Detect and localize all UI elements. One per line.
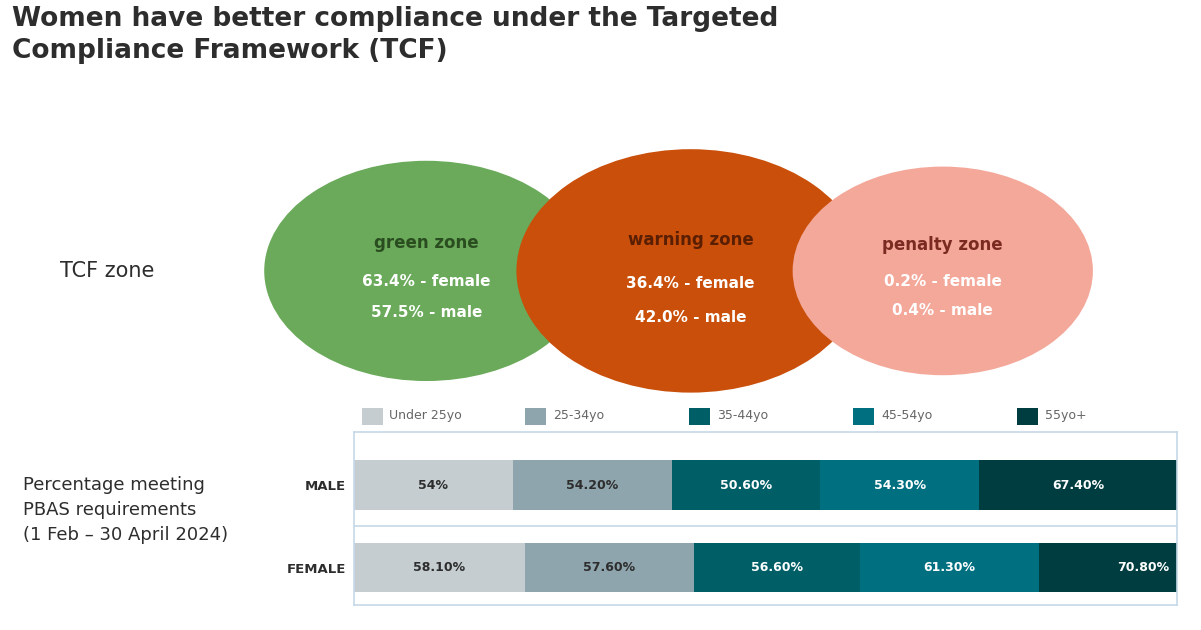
Text: Under 25yo: Under 25yo [389,410,462,422]
Text: 25-34yo: 25-34yo [554,410,604,422]
FancyBboxPatch shape [853,408,874,425]
Text: 35-44yo: 35-44yo [717,410,769,422]
Text: 45-54yo: 45-54yo [882,410,932,422]
FancyBboxPatch shape [1017,408,1039,425]
Ellipse shape [793,166,1093,375]
Text: 0.4% - male: 0.4% - male [892,303,993,318]
Text: 54.30%: 54.30% [873,479,926,491]
Text: Women have better compliance under the Targeted
Compliance Framework (TCF): Women have better compliance under the T… [12,6,778,64]
Bar [820,461,979,510]
Bar [860,543,1039,592]
Text: 58.10%: 58.10% [413,561,466,574]
Bar [979,461,1177,510]
Text: warning zone: warning zone [628,231,753,249]
Bar [354,543,525,592]
Text: 67.40%: 67.40% [1052,479,1104,491]
Bar [525,543,694,592]
Text: 56.60%: 56.60% [751,561,802,574]
Text: 36.4% - female: 36.4% - female [627,275,754,290]
FancyBboxPatch shape [526,408,546,425]
Text: 50.60%: 50.60% [719,479,772,491]
Text: 55yo+: 55yo+ [1045,410,1087,422]
Bar [513,461,671,510]
Text: 61.30%: 61.30% [924,561,975,574]
Text: 42.0% - male: 42.0% - male [635,310,746,324]
Bar [1039,543,1201,592]
Ellipse shape [264,161,588,381]
Bar [694,543,860,592]
Ellipse shape [516,149,865,392]
Text: 70.80%: 70.80% [1117,561,1170,574]
FancyBboxPatch shape [689,408,711,425]
Text: 63.4% - female: 63.4% - female [363,275,490,289]
Text: TCF zone: TCF zone [60,261,155,281]
Text: 54.20%: 54.20% [566,479,619,491]
Text: 57.60%: 57.60% [584,561,635,574]
FancyBboxPatch shape [362,408,382,425]
Text: Percentage meeting
PBAS requirements
(1 Feb – 30 April 2024): Percentage meeting PBAS requirements (1 … [23,476,228,544]
Text: green zone: green zone [374,234,479,253]
Text: 57.5% - male: 57.5% - male [371,306,482,320]
Text: 0.2% - female: 0.2% - female [884,274,1002,289]
Text: 54%: 54% [418,479,448,491]
Bar [671,461,820,510]
Text: penalty zone: penalty zone [883,236,1003,254]
Bar [354,461,513,510]
